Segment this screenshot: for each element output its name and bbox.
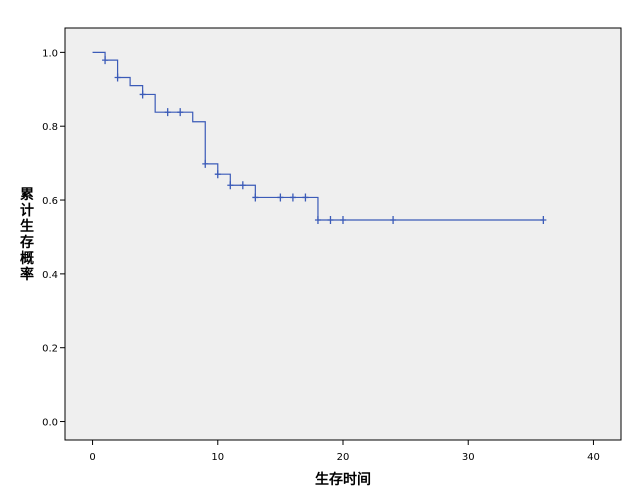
- censor-mark: [214, 170, 221, 179]
- censor-mark: [227, 181, 234, 190]
- censor-mark: [102, 56, 109, 65]
- y-axis-title: 累计生存概率: [20, 187, 34, 283]
- censor-mark: [390, 215, 397, 224]
- y-tick-label: 0.4: [42, 270, 58, 281]
- censor-mark: [277, 193, 284, 202]
- censor-mark: [540, 215, 547, 224]
- x-axis: 0 10 20 30 40: [89, 440, 600, 463]
- x-tick-label: 20: [337, 452, 350, 463]
- plot-area: [64, 27, 622, 441]
- censor-mark: [202, 159, 209, 168]
- censor-mark: [252, 193, 259, 202]
- y-tick-label: 0.0: [42, 418, 58, 429]
- y-tick-label: 0.2: [42, 344, 58, 355]
- y-tick-label: 0.8: [42, 122, 58, 133]
- x-tick-label: 40: [587, 452, 600, 463]
- censor-mark: [139, 90, 146, 99]
- x-tick-label: 10: [211, 452, 224, 463]
- y-tick-label: 1.0: [42, 48, 58, 59]
- censor-mark: [114, 73, 121, 82]
- censor-mark: [239, 181, 246, 190]
- censor-mark: [340, 215, 346, 224]
- censor-marks: [102, 56, 547, 224]
- censor-mark: [302, 193, 309, 202]
- y-tick-label: 0.6: [42, 196, 58, 207]
- censor-mark: [327, 215, 334, 224]
- censor-mark: [289, 193, 296, 202]
- x-axis-title: 生存时间: [315, 471, 371, 488]
- censor-mark: [314, 215, 321, 224]
- y-axis: 0.0 0.2 0.4 0.6 0.8 1.0: [42, 48, 65, 429]
- censor-mark: [164, 108, 171, 117]
- x-tick-label: 0: [89, 452, 95, 463]
- censor-mark: [177, 108, 184, 117]
- x-tick-label: 30: [462, 452, 475, 463]
